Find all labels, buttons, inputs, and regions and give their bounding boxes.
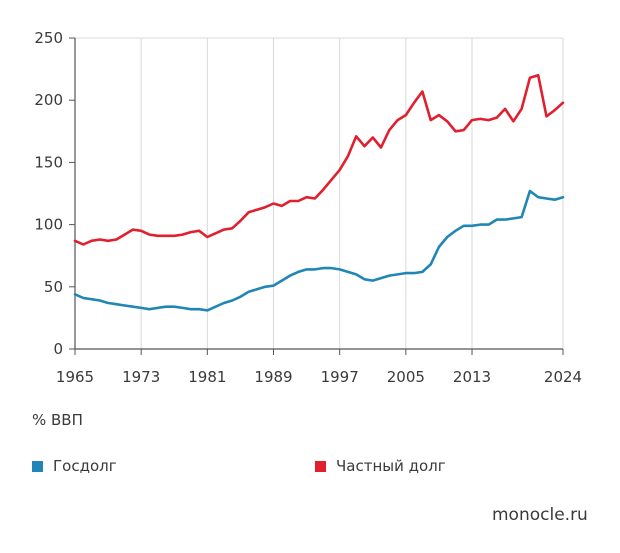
y-tick-label-250: 250 <box>34 29 63 47</box>
x-tick-label-2024: 2024 <box>544 368 582 386</box>
x-tick-label-2013: 2013 <box>453 368 491 386</box>
legend-label-gov-debt: Госдолг <box>53 457 117 475</box>
x-tick-label-1981: 1981 <box>188 368 226 386</box>
x-tick-label-2005: 2005 <box>387 368 425 386</box>
x-tick-label-1965: 1965 <box>56 368 94 386</box>
series-lines <box>73 74 565 312</box>
y-unit-label: % ВВП <box>32 411 83 429</box>
tick-labels: 0 50 100 150 200 250 1965 1973 1981 1989 1997 2005 2… <box>34 29 582 386</box>
vertical-grid <box>75 37 564 349</box>
x-tick-label-1997: 1997 <box>321 368 359 386</box>
series-line-private-debt <box>73 74 565 246</box>
series-line-gov-debt <box>73 189 565 312</box>
y-tick-label-200: 200 <box>34 91 63 109</box>
legend-item-gov-debt: Госдолг <box>32 457 117 475</box>
y-tick-label-0: 0 <box>53 340 63 358</box>
x-tick-label-1989: 1989 <box>254 368 292 386</box>
source-credit: monocle.ru <box>492 505 588 525</box>
y-tick-label-100: 100 <box>34 216 63 234</box>
axes <box>69 37 564 355</box>
x-tick-label-1973: 1973 <box>122 368 160 386</box>
legend-swatch-gov-debt <box>32 460 43 472</box>
line-chart: 0 50 100 150 200 250 1965 1973 1981 1989 1997 2005 2… <box>34 29 582 386</box>
legend-label-private-debt: Частный долг <box>336 457 446 475</box>
y-tick-label-50: 50 <box>44 278 63 296</box>
y-tick-label-150: 150 <box>34 153 63 171</box>
legend-swatch-private-debt <box>315 460 326 472</box>
legend-item-private-debt: Частный долг <box>315 457 446 475</box>
